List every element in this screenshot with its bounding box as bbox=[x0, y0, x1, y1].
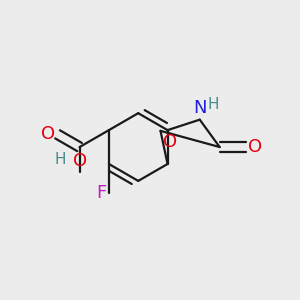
Text: H: H bbox=[208, 97, 220, 112]
Text: O: O bbox=[73, 152, 87, 169]
Text: F: F bbox=[96, 184, 106, 202]
Text: O: O bbox=[163, 133, 177, 151]
Text: O: O bbox=[248, 138, 262, 156]
Text: H: H bbox=[55, 152, 66, 167]
Text: N: N bbox=[193, 99, 206, 117]
Text: O: O bbox=[41, 125, 55, 143]
